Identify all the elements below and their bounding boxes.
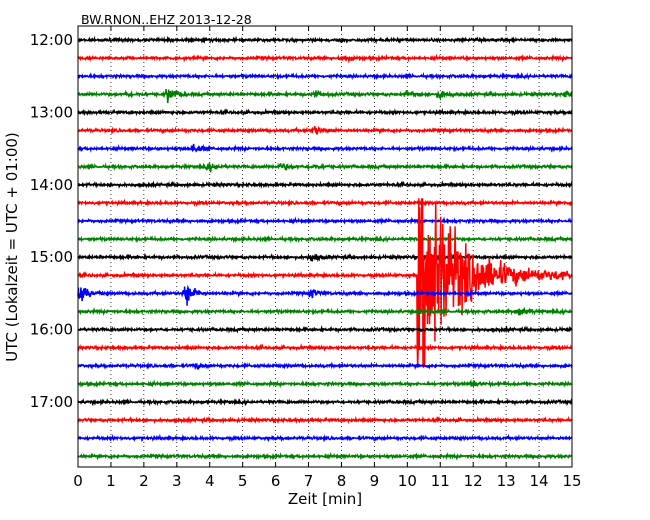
x-tick-label: 6: [271, 472, 281, 490]
seismogram-trace: [77, 343, 573, 352]
y-tick-label: 12:00: [30, 31, 73, 49]
x-tick-label: 12: [464, 472, 483, 490]
x-tick-label: 5: [238, 472, 248, 490]
x-tick-label: 1: [106, 472, 116, 490]
seismogram-trace: [77, 162, 573, 173]
seismogram-trace: [77, 71, 573, 81]
seismogram-trace: [77, 361, 573, 371]
x-tick-label: 2: [139, 472, 149, 490]
x-tick-label: 15: [562, 472, 581, 490]
y-tick-label: 14:00: [30, 176, 73, 194]
x-tick-label: 13: [497, 472, 516, 490]
plot-frame: [77, 25, 573, 468]
x-tick-label: 11: [431, 472, 450, 490]
seismogram-trace: [77, 125, 573, 135]
seismogram-traces: [77, 35, 573, 461]
seismogram-trace: [77, 451, 573, 461]
x-tick-label: 7: [304, 472, 314, 490]
seismogram-trace: [77, 180, 573, 189]
seismogram-trace: [77, 107, 573, 117]
y-tick-label: 17:00: [30, 393, 73, 411]
seismogram-trace: [77, 397, 573, 407]
x-tick-label: 4: [205, 472, 215, 490]
seismogram-trace: [77, 306, 573, 316]
x-tick-label: 8: [337, 472, 347, 490]
seismogram-trace: [77, 216, 573, 226]
y-axis-label: UTC (Lokalzeit = UTC + 01:00): [3, 132, 21, 362]
y-tick-label: 13:00: [30, 103, 73, 121]
seismogram-trace: [77, 198, 573, 368]
seismogram-trace: [77, 88, 573, 104]
y-axis-ticks: 12:00 13:00 14:00 15:00 16:00 17:00: [30, 31, 572, 411]
x-tick-label: 10: [398, 472, 417, 490]
seismogram-trace: [77, 415, 573, 425]
seismogram-trace: [77, 284, 573, 306]
seismogram-trace: [77, 234, 573, 244]
x-axis-ticks: 0 1 2 3 4 5 6 7 8 9 10 11 12 13 14 15: [73, 26, 582, 490]
seismogram-trace: [77, 143, 573, 154]
x-tick-label: 14: [530, 472, 549, 490]
seismogram-trace: [77, 379, 573, 389]
seismogram-trace: [77, 198, 573, 208]
seismogram-trace: [77, 324, 573, 334]
y-tick-label: 15:00: [30, 248, 73, 266]
y-tick-label: 16:00: [30, 321, 73, 339]
chart-title: BW.RNON..EHZ 2013-12-28: [81, 12, 252, 27]
x-tick-label: 3: [172, 472, 182, 490]
x-tick-label: 0: [73, 472, 83, 490]
seismogram-trace: [77, 35, 573, 45]
x-tick-label: 9: [370, 472, 380, 490]
seismogram-trace: [77, 433, 573, 443]
x-axis-label: Zeit [min]: [288, 490, 362, 508]
seismogram-trace: [77, 53, 573, 64]
